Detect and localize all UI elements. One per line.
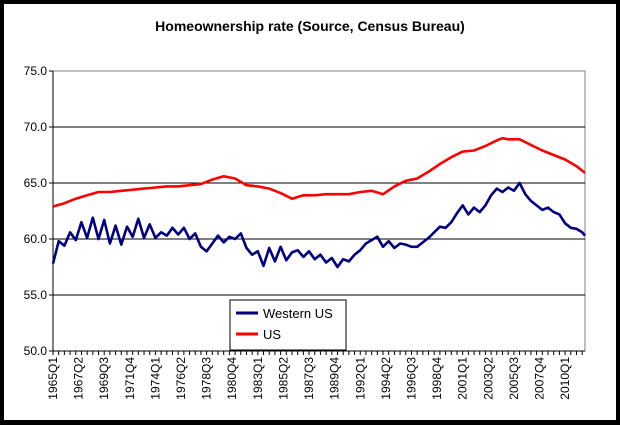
y-tick-label: 65.0 [24,176,48,190]
x-tick-label: 1967Q2 [72,357,86,400]
x-tick-label: 1971Q4 [123,357,137,400]
legend: Western US US [229,299,347,351]
x-tick-label: 1983Q1 [251,357,265,400]
x-tick-label: 1980Q4 [225,357,239,400]
x-tick-label: 2010Q1 [558,357,572,400]
x-tick-label: 2005Q3 [507,357,521,400]
series-lines [51,136,586,269]
legend-label-western-us: Western US [263,306,333,321]
x-tick-label: 1985Q2 [276,357,290,400]
x-tick-label: 1998Q4 [430,357,444,400]
x-tick-label: 1976Q2 [174,357,188,400]
x-tick-label: 1974Q1 [148,357,162,400]
y-tick-label: 50.0 [24,344,48,358]
x-tick-label: 2003Q2 [481,357,495,400]
y-axis: 50.0 55.0 60.0 65.0 70.0 75.0 [24,64,54,358]
homeownership-chart: Homeownership rate (Source, Census Burea… [24,18,586,400]
chart-title: Homeownership rate (Source, Census Burea… [155,18,465,34]
gridlines [53,126,585,296]
x-tick-label: 2007Q4 [532,357,546,400]
x-tick-label: 1992Q1 [353,357,367,400]
x-tick-label: 1969Q3 [97,357,111,400]
legend-box [229,299,347,351]
x-tick-label: 2001Q1 [456,357,470,400]
x-tick-label: 1987Q3 [302,357,316,400]
x-tick-label: 1994Q2 [379,357,393,400]
x-tick-label: 1996Q3 [404,357,418,400]
x-tick-label: 1965Q1 [46,357,60,400]
y-tick-label: 70.0 [24,120,48,134]
x-tick-label: 1978Q3 [200,357,214,400]
y-tick-label: 75.0 [24,64,48,78]
series-line-western-us [51,181,586,269]
x-axis: 1965Q1 1967Q2 1969Q3 1971Q4 1974Q1 1976Q2 1978… [46,350,585,400]
x-tick-label: 1989Q4 [328,357,342,400]
legend-label-us: US [263,327,281,342]
y-tick-label: 55.0 [24,288,48,302]
chart-frame: Homeownership rate (Source, Census Burea… [4,4,616,420]
y-tick-label: 60.0 [24,232,48,246]
series-line-us [52,136,586,208]
